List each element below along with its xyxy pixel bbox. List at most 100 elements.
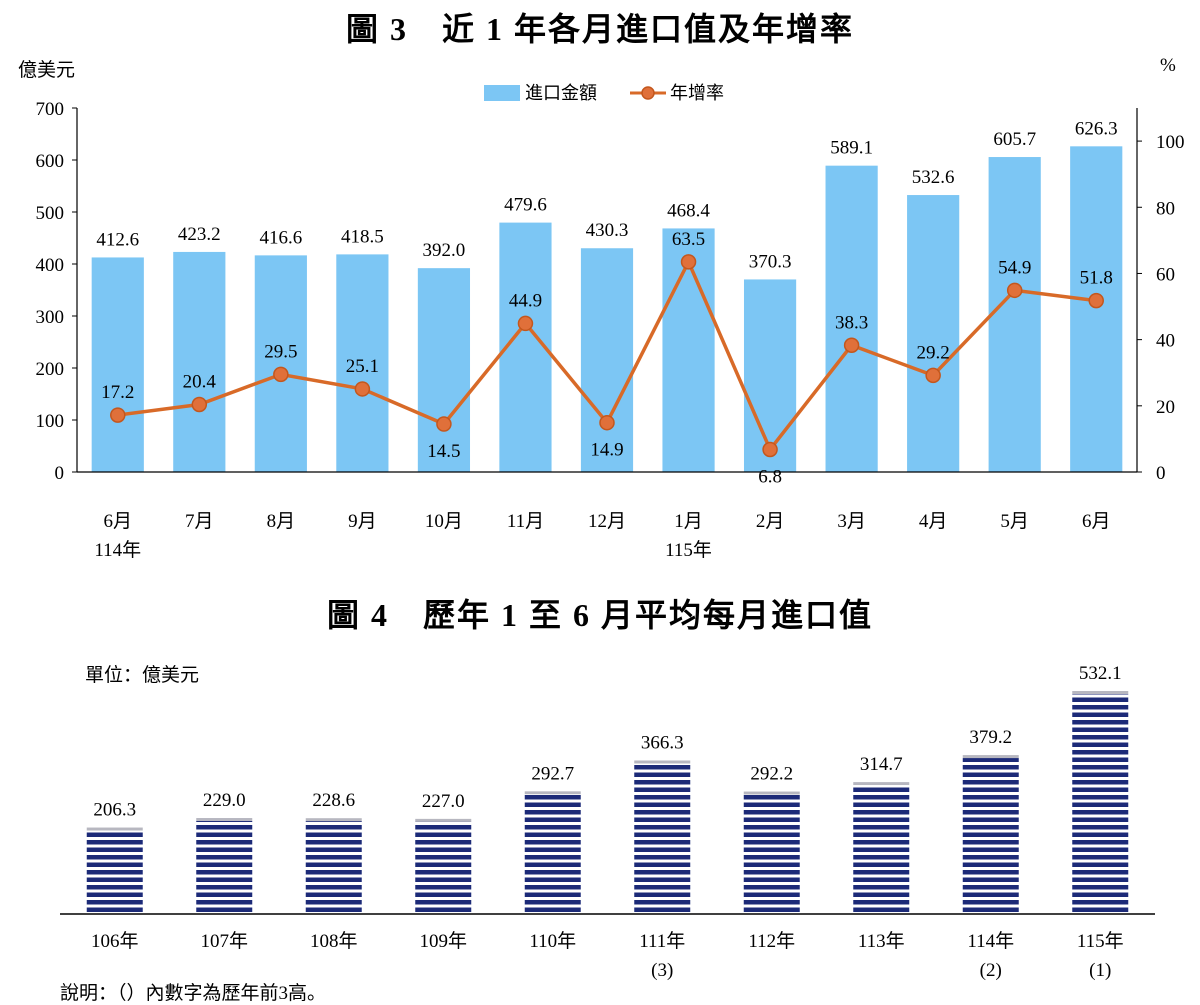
avg-import-bar — [962, 758, 1019, 914]
growth-rate-label: 44.9 — [509, 290, 542, 311]
growth-rate-label: 25.1 — [346, 356, 379, 377]
left-axis-tick-label: 700 — [36, 99, 65, 120]
figure4-note: 說明：（）內數字為歷年前3高。 — [60, 983, 327, 1004]
avg-import-value-label: 229.0 — [203, 790, 246, 811]
left-axis-tick-label: 600 — [36, 151, 65, 172]
growth-rate-label: 29.2 — [917, 342, 950, 363]
bar-cap — [415, 818, 472, 822]
avg-import-value-label: 227.0 — [422, 791, 465, 812]
avg-import-value-label: 292.7 — [531, 763, 574, 784]
year-tick-label: 113年 — [858, 930, 905, 952]
import-value-label: 532.6 — [912, 167, 955, 188]
import-value-label: 430.3 — [586, 220, 629, 241]
avg-import-value-label: 292.2 — [750, 764, 793, 785]
import-value-bar — [91, 257, 144, 472]
growth-rate-point — [110, 407, 126, 423]
growth-rate-point — [273, 366, 289, 383]
month-tick-label: 5月 — [1000, 511, 1029, 532]
import-value-label: 468.4 — [667, 200, 710, 221]
growth-rate-label: 14.5 — [427, 441, 460, 462]
right-axis-tick-label: 80 — [1156, 198, 1175, 219]
legend-line-marker — [641, 86, 655, 100]
year-tick-label: 112年 — [748, 930, 795, 952]
month-tick-label: 6月 — [104, 511, 133, 532]
import-value-bar — [173, 251, 226, 472]
year-tick-label: 106年 — [91, 930, 139, 952]
growth-rate-point — [1006, 282, 1023, 299]
left-axis-tick-label: 300 — [36, 307, 65, 328]
bar-cap — [853, 782, 910, 786]
import-value-label: 392.0 — [423, 240, 466, 261]
avg-import-value-label: 314.7 — [860, 754, 903, 775]
growth-rate-label: 20.4 — [183, 371, 217, 392]
avg-import-value-label: 366.3 — [641, 732, 684, 753]
import-value-label: 423.2 — [178, 224, 221, 245]
bar-cap — [634, 760, 691, 764]
growth-rate-label: 29.5 — [264, 341, 297, 362]
figure3-left-axis-unit: 億美元 — [18, 60, 76, 81]
avg-import-bar — [86, 830, 143, 914]
import-value-bar — [580, 248, 634, 472]
growth-rate-point — [680, 254, 697, 270]
year-tick-label: 111年 — [639, 930, 685, 952]
left-axis-tick-label: 400 — [36, 255, 65, 276]
figure4-unit-label: 單位：億美元 — [85, 665, 200, 686]
rank-label: (2) — [980, 960, 1002, 981]
avg-import-bar — [524, 794, 581, 914]
import-value-label: 370.3 — [749, 251, 792, 272]
growth-rate-label: 54.9 — [998, 257, 1031, 278]
year-tick-label: 114年 — [967, 930, 1014, 952]
import-value-label: 412.6 — [96, 229, 139, 250]
month-tick-label: 10月 — [425, 511, 463, 532]
growth-rate-point — [191, 396, 208, 413]
growth-rate-point — [517, 315, 534, 332]
import-value-bar — [417, 268, 471, 472]
avg-import-bar — [1072, 694, 1129, 914]
growth-rate-label: 6.8 — [758, 466, 782, 487]
rank-label: (3) — [651, 960, 673, 981]
legend-bar-swatch — [484, 85, 520, 101]
avg-import-bar — [305, 821, 362, 914]
avg-import-bar — [415, 821, 472, 914]
import-value-label: 589.1 — [830, 138, 873, 159]
right-axis-tick-label: 100 — [1156, 132, 1185, 153]
growth-rate-point — [843, 337, 860, 354]
figure3-legend: 進口金額 年增率 — [484, 83, 724, 103]
bar-cap — [305, 818, 362, 822]
avg-import-value-label: 532.1 — [1079, 663, 1122, 684]
month-tick-label: 6月 — [1082, 511, 1111, 532]
month-tick-label: 7月 — [185, 511, 214, 532]
import-value-bar — [743, 279, 797, 472]
growth-rate-label: 38.3 — [835, 312, 868, 333]
left-axis-tick-label: 500 — [36, 203, 65, 224]
avg-import-value-label: 379.2 — [969, 727, 1012, 748]
month-tick-label: 4月 — [919, 511, 948, 532]
growth-rate-point — [1088, 292, 1104, 309]
figure3-right-axis-unit: % — [1160, 55, 1176, 76]
month-tick-label: 8月 — [267, 511, 296, 532]
import-value-bar — [336, 254, 389, 472]
avg-import-bar — [196, 821, 253, 914]
bar-cap — [1072, 691, 1129, 694]
growth-rate-point — [925, 367, 941, 384]
growth-rate-point — [354, 381, 371, 397]
year-tick-label: 115年 — [1077, 930, 1124, 952]
legend-bar-label: 進口金額 — [525, 83, 597, 103]
import-value-label: 626.3 — [1075, 118, 1118, 139]
bar-cap — [196, 818, 253, 822]
year-tick-label: 108年 — [310, 930, 358, 952]
import-value-label: 416.6 — [259, 227, 302, 248]
bar-cap — [962, 755, 1019, 759]
year-tick-label: 114年 — [94, 539, 141, 561]
month-tick-label: 1月 — [674, 511, 703, 532]
left-axis-tick-label: 100 — [36, 411, 65, 432]
growth-rate-point — [599, 414, 615, 431]
import-value-bar — [1070, 146, 1123, 472]
avg-import-bar — [743, 794, 800, 914]
year-tick-label: 110年 — [529, 930, 576, 952]
figure3-chart: 412.6 423.2 416.6 418.5 392.0 479.6 430.3 468.4… — [36, 83, 1185, 561]
import-value-bar — [988, 157, 1041, 472]
avg-import-value-label: 206.3 — [93, 800, 136, 821]
growth-rate-label: 51.8 — [1080, 268, 1113, 289]
year-tick-label: 115年 — [665, 539, 712, 561]
